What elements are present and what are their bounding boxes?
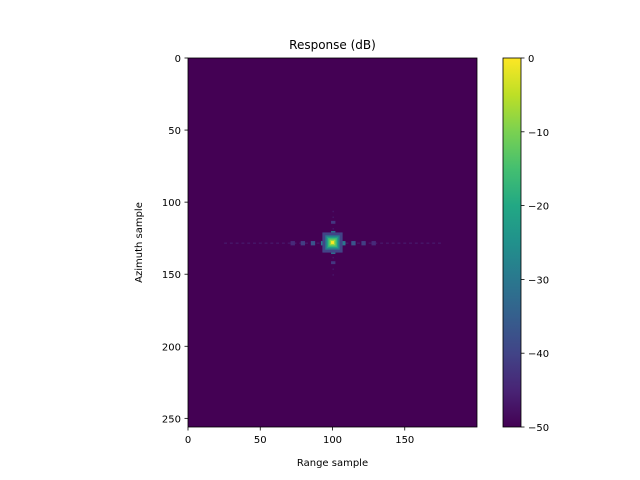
streak-cell [420,242,424,244]
colorbar-gradient [503,58,521,427]
y-axis: 0 50 100 150 200 250 [162,54,188,425]
heatmap-plot-area [187,57,478,428]
y-tick-label: 250 [162,414,181,425]
streak-cell [247,242,251,244]
streak-cell [332,256,334,259]
streak-cell [332,228,334,230]
y-tick-label: 150 [162,270,181,281]
streak-cell [432,242,436,244]
streak-cell [276,242,280,244]
colorbar-tick-label: −40 [528,349,549,360]
streak-cell [345,242,349,244]
colorbar-tick-label: −20 [528,202,549,213]
x-axis-label: Range sample [297,458,368,469]
x-tick-label: 50 [254,435,267,446]
streak-cell [305,242,308,244]
streak-cell [281,242,285,244]
colorbar: 0 −10 −20 −30 −40 −50 [502,54,549,434]
streak-cell [403,242,407,244]
x-tick-label: 100 [323,435,342,446]
y-axis-label: Azimuth sample [134,202,145,283]
streak-cell [385,242,389,244]
chart-title: Response (dB) [289,38,376,52]
streak-cell [235,242,239,244]
streak-cell [368,242,372,244]
streak-cell [224,242,228,244]
range-sidelobe [310,241,316,246]
azimuth-sidelobe [331,261,336,265]
range-sidelobe [351,241,356,246]
y-tick-label: 100 [162,198,181,209]
colorbar-tick-label: 0 [528,54,534,65]
range-sidelobe [341,241,346,246]
streak-cell [409,242,412,244]
x-axis: 0 50 100 150 [185,427,414,446]
heatmap-cells [224,210,441,276]
streak-cell [332,210,334,213]
streak-cell [332,268,334,270]
streak-cell [414,242,418,244]
streak-cell [316,242,320,244]
azimuth-sidelobe [331,220,336,224]
colorbar-tick-label: −50 [528,423,549,434]
range-sidelobe [361,241,366,246]
x-tick-label: 0 [185,435,191,446]
colorbar-tick-label: −30 [528,275,549,286]
streak-cell [332,274,334,276]
streak-cell [253,242,256,244]
streak-cell [426,242,430,244]
streak-cell [391,242,395,244]
streak-cell [229,242,233,244]
range-sidelobe [371,241,376,246]
y-tick-label: 50 [168,126,181,137]
x-tick-label: 150 [395,435,414,446]
range-sidelobe [290,241,295,246]
y-tick-label: 0 [175,54,181,65]
streak-cell [264,242,268,244]
range-sidelobe [300,241,306,246]
streak-cell [437,242,441,244]
streak-cell [287,242,291,244]
streak-cell [241,242,245,244]
peak-cell [331,241,334,244]
colorbar-ticks: 0 −10 −20 −30 −40 −50 [521,54,549,434]
streak-cell [332,216,334,218]
streak-cell [258,242,262,244]
streak-cell [397,242,401,244]
colorbar-frame [502,57,522,428]
colorbar-tick-label: −10 [528,128,549,139]
streak-cell [357,242,360,244]
streak-cell [380,242,384,244]
y-tick-label: 200 [162,342,181,353]
streak-cell [270,242,274,244]
